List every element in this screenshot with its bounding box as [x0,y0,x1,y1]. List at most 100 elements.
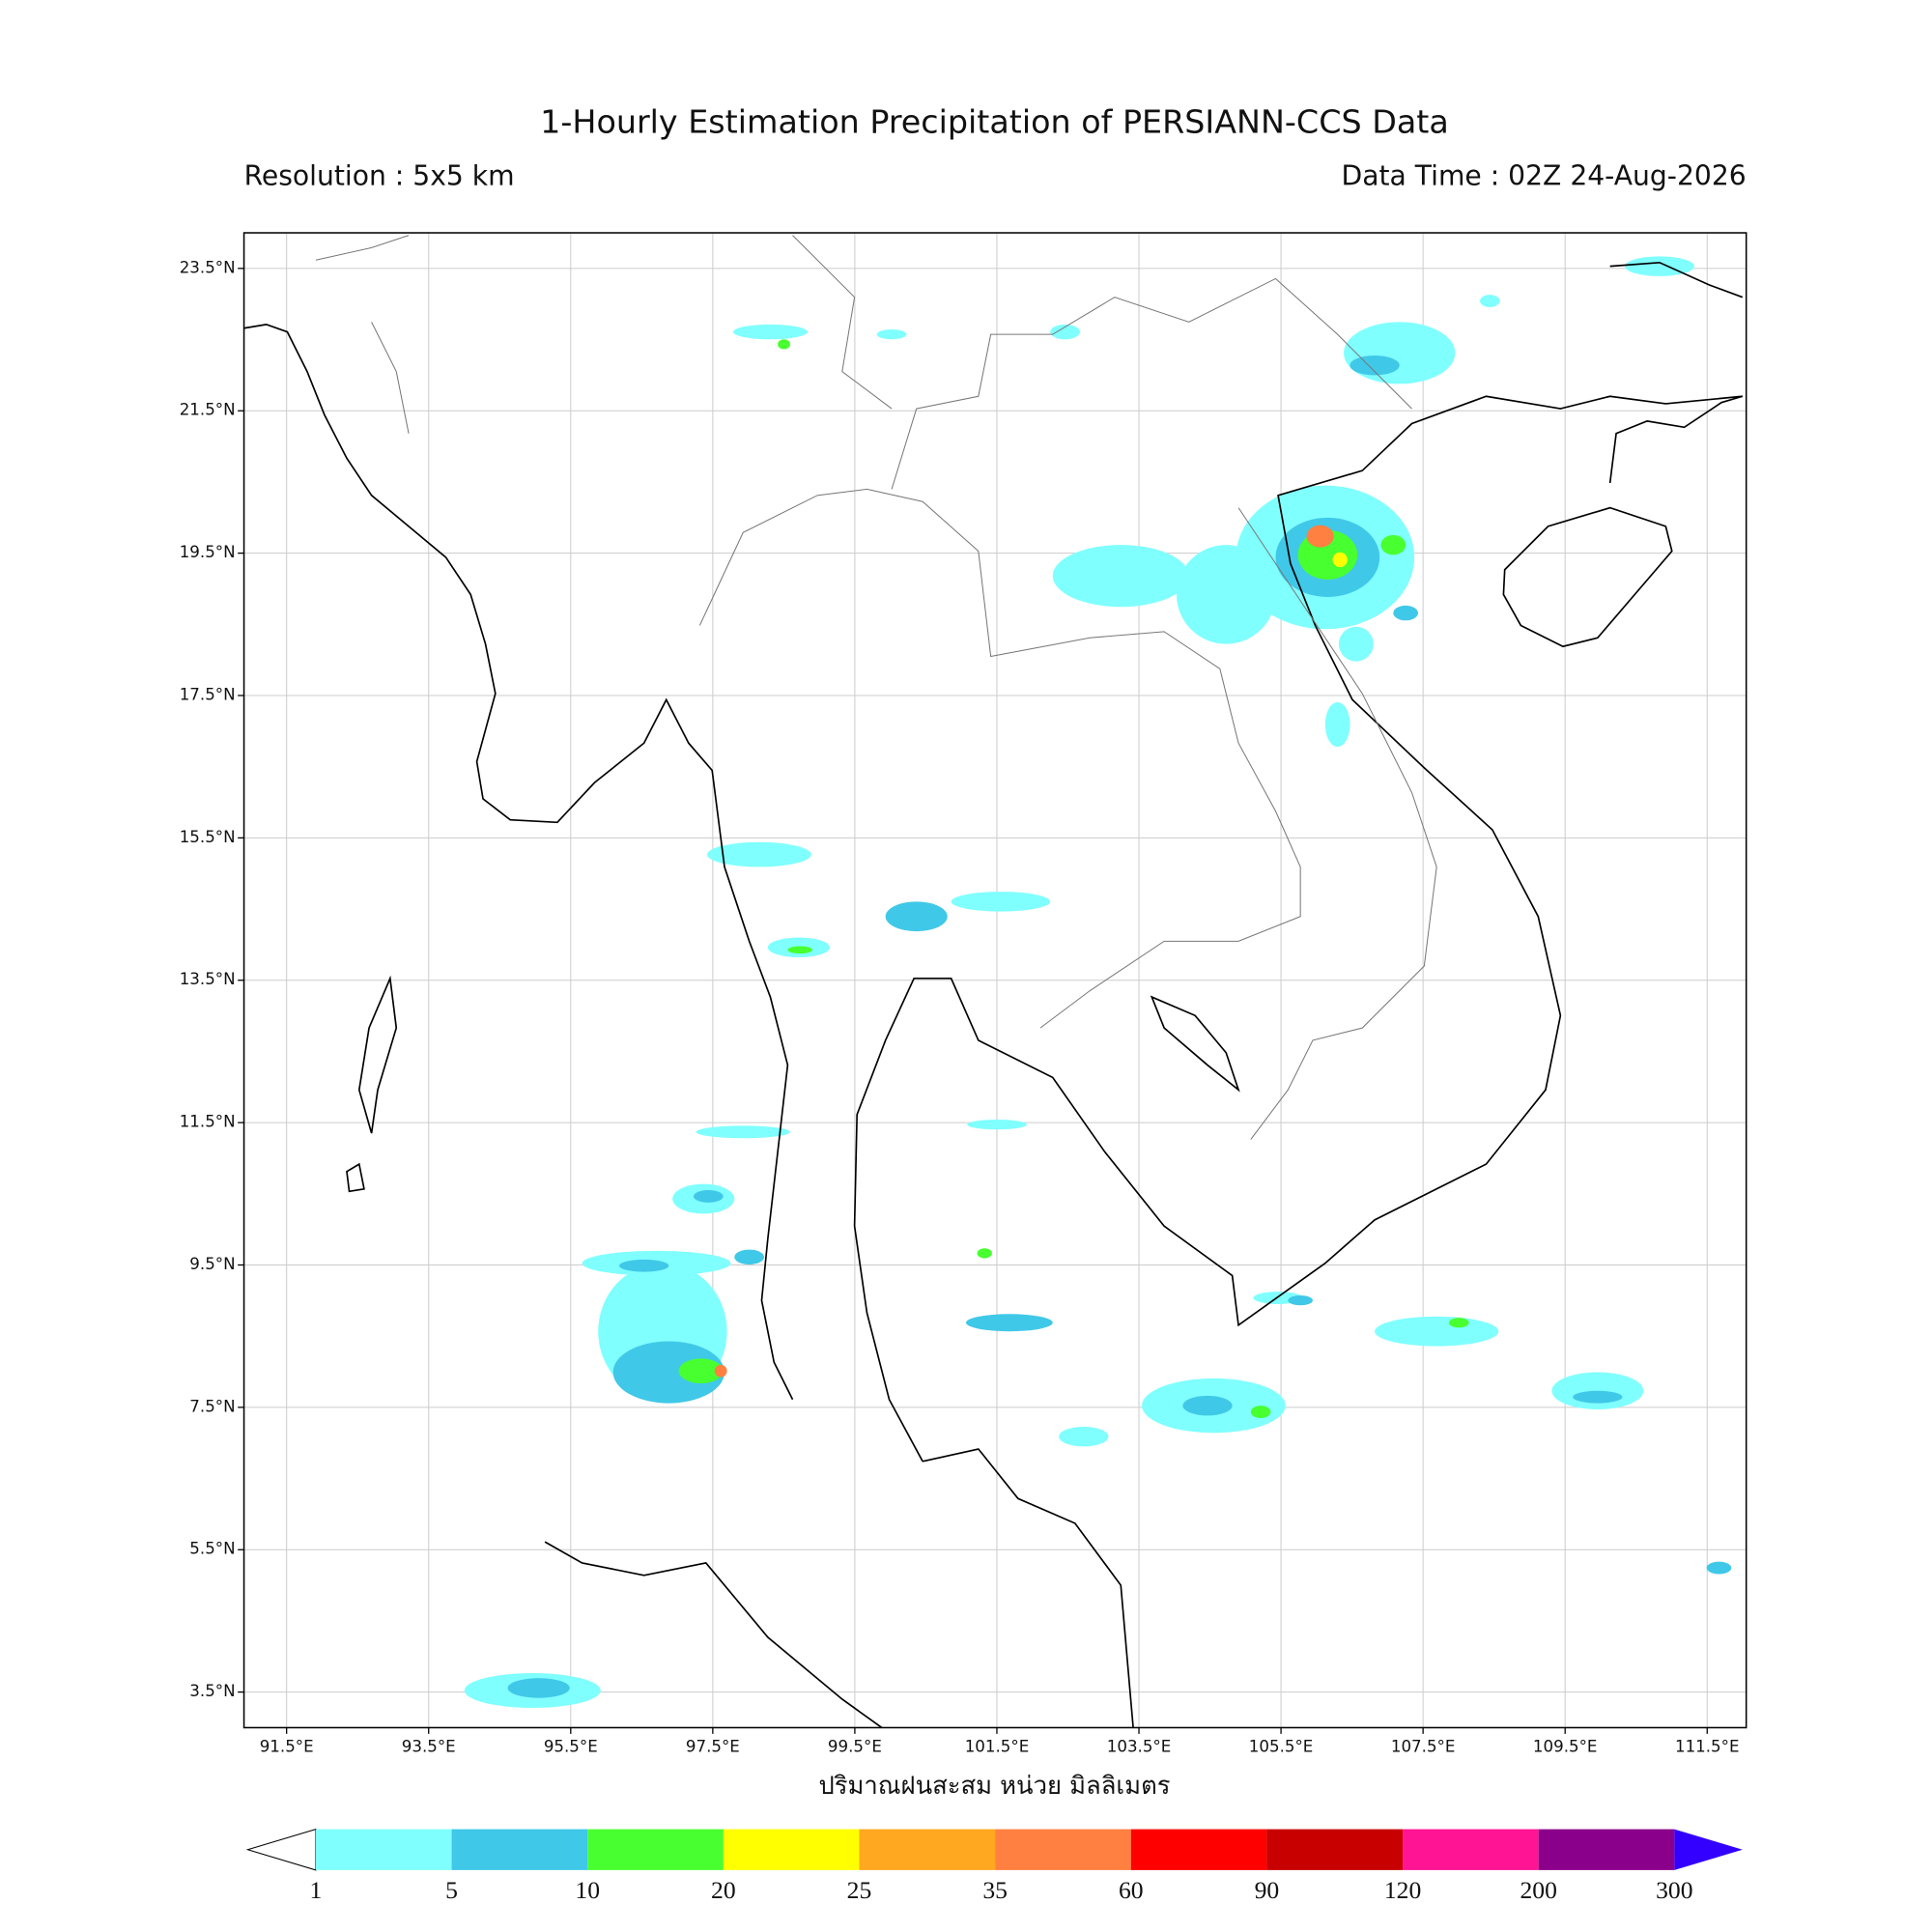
colorbar-label: 5 [445,1876,458,1904]
colorbar-box [1403,1829,1539,1870]
border-laos [891,277,1437,1140]
rain-area [787,946,813,954]
x-tick-label: 97.5°E [686,1737,740,1755]
y-tick-label: 15.5°N [180,828,236,846]
rain-area [619,1281,719,1320]
y-tick-label: 3.5°N [189,1682,235,1700]
coast-sumatra [544,1541,883,1728]
colorbar-box [451,1829,588,1870]
colorbar-label: 60 [1119,1876,1144,1904]
colorbar-label: 300 [1656,1876,1692,1904]
coast-china [1608,261,1744,484]
rain-area [1344,322,1456,384]
x-tick-label: 111.5°E [1675,1737,1740,1755]
colorbar-box [1266,1829,1404,1870]
rain-area [1480,295,1500,307]
coast-tonlesap [1150,995,1240,1093]
colorbar-label: 25 [847,1876,872,1904]
coastlines [243,235,1744,1728]
rain-area [967,1119,1027,1130]
rain-area [619,1259,669,1272]
rain-area [1332,552,1348,568]
y-tick-label: 21.5°N [180,401,236,419]
colorbar: 1 5 10 20 25 35 60 90 120 200 300 [245,1828,1743,1904]
rain-area [1288,1295,1313,1306]
x-tick-label: 93.5°E [402,1737,456,1755]
rain-area [1250,1406,1271,1418]
rain-area [778,339,790,350]
border-myanmar [315,235,893,434]
coast-malaya [922,1448,1134,1728]
rain-area [1573,1390,1623,1404]
colorbar-under [245,1828,317,1871]
colorbar-box [315,1829,452,1870]
colorbar-box [1130,1829,1267,1870]
y-tick-label: 5.5°N [189,1540,235,1558]
colorbar-label: 120 [1384,1876,1421,1904]
rain-area [1306,525,1334,548]
rain-area [1380,534,1406,555]
rain-area [951,892,1051,912]
rain-area [1350,355,1400,376]
colorbar-box [587,1829,724,1870]
colorbar-label: 10 [575,1876,600,1904]
colorbar-box [1538,1829,1675,1870]
colorbar-box [995,1829,1131,1870]
x-axis-label: ปริมาณฝนสะสม หน่วย มิลลิเมตร [818,1772,1170,1801]
rain-area [1176,545,1276,644]
y-tick-label: 11.5°N [180,1113,236,1131]
x-tick-label: 109.5°E [1533,1737,1598,1755]
colorbar-over [1674,1829,1743,1870]
x-tick-label: 105.5°E [1249,1737,1314,1755]
y-tick-label: 9.5°N [189,1255,235,1273]
coast-hainan [1502,506,1673,648]
rain-area [1059,1426,1109,1447]
colorbar-box [859,1829,996,1870]
y-tick-label: 17.5°N [180,685,236,703]
rain-area [1706,1561,1732,1575]
rain-area [1449,1318,1469,1328]
rain-area [1338,626,1374,662]
coast-myanmar [243,324,794,1401]
rain-area [876,329,907,340]
data-time: Data Time : 02Z 24-Aug-2026 [1342,159,1747,191]
title: 1-Hourly Estimation Precipitation of PER… [540,103,1449,141]
colorbar-label: 35 [982,1876,1008,1904]
rain-area [1182,1395,1233,1416]
x-tick-label: 101.5°E [965,1737,1030,1755]
rain-area [732,324,808,340]
y-tick-label: 23.5°N [180,258,236,276]
rain-area [966,1314,1053,1332]
rain-area [1324,701,1350,748]
rain-area [612,1341,724,1404]
rain-area [1393,605,1418,621]
rain-area [1052,545,1189,608]
y-tick-label: 19.5°N [180,543,236,561]
rain-area [693,1190,724,1203]
x-tick-label: 107.5°E [1391,1737,1456,1755]
rain-area [678,1358,724,1384]
rain-area [885,901,948,932]
coast-andaman [346,975,398,1193]
colorbar-label: 90 [1255,1876,1280,1904]
colorbar-label: 1 [310,1876,323,1904]
rain-area [1375,1316,1499,1347]
y-tick-label: 13.5°N [180,970,236,988]
rain-area [1050,324,1080,340]
y-tick-label: 7.5°N [189,1397,235,1415]
x-tick-label: 103.5°E [1107,1737,1172,1755]
rain-area [734,1249,765,1264]
rain-area [707,841,811,867]
rain-area [977,1248,992,1259]
border-thailand [698,488,1301,1029]
rain-area [507,1678,570,1698]
resolution: Resolution : 5x5 km [244,159,515,191]
x-tick-label: 91.5°E [260,1737,314,1755]
coast-gulf [853,395,1743,1463]
precipitation [464,256,1732,1708]
x-tick-label: 99.5°E [828,1737,882,1755]
colorbar-label: 200 [1520,1876,1556,1904]
colorbar-box [723,1829,860,1870]
